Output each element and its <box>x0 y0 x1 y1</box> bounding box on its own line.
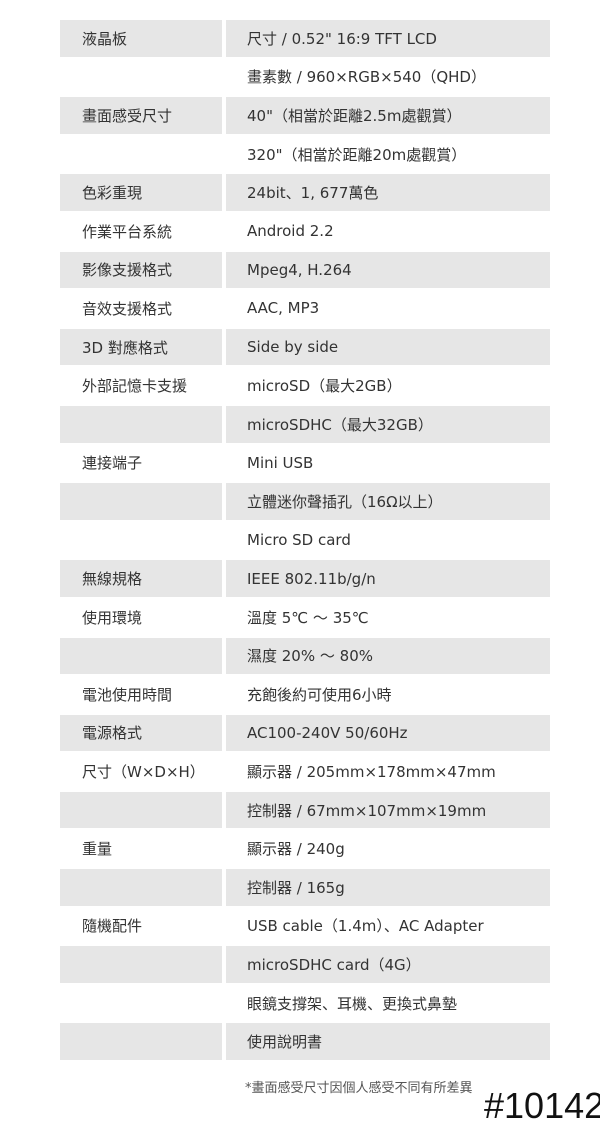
table-row: 重量 顯示器 / 240g <box>60 830 550 867</box>
spec-value: 立體迷你聲插孔（16Ω以上） <box>226 483 550 520</box>
table-row: 3D 對應格式 Side by side <box>60 328 550 366</box>
table-row: 控制器 / 67mm×107mm×19mm <box>60 791 550 829</box>
spec-label: 色彩重現 <box>60 174 222 211</box>
spec-value: 濕度 20% ～ 80% <box>226 637 550 675</box>
spec-label <box>60 985 222 1022</box>
spec-value: AC100-240V 50/60Hz <box>226 714 550 752</box>
spec-value: Mini USB <box>247 453 314 472</box>
spec-value: AAC, MP3 <box>247 299 320 318</box>
spec-value: IEEE 802.11b/g/n <box>226 560 550 597</box>
table-row: Micro SD card <box>60 522 550 559</box>
table-row: 立體迷你聲插孔（16Ω以上） <box>60 483 550 520</box>
spec-value: microSD（最大2GB） <box>247 377 402 396</box>
spec-value: 顯示器 / 205mm×178mm×47mm <box>247 763 496 782</box>
spec-label <box>60 791 222 829</box>
table-row: microSDHC（最大32GB） <box>60 405 550 443</box>
spec-value: 溫度 5℃ ～ 35℃ <box>247 608 369 627</box>
spec-value: 眼鏡支撐架、耳機、更換式鼻墊 <box>247 994 458 1013</box>
table-row: 外部記憶卡支援 microSD（最大2GB） <box>60 367 550 404</box>
table-row: 電源格式 AC100-240V 50/60Hz <box>60 714 550 752</box>
spec-value: USB cable（1.4m）、AC Adapter <box>247 917 484 936</box>
spec-label <box>60 1023 222 1061</box>
spec-label <box>60 405 222 443</box>
spec-value: Mpeg4, H.264 <box>226 251 550 289</box>
spec-label: 影像支援格式 <box>60 251 222 289</box>
spec-label <box>60 946 222 983</box>
spec-label <box>60 522 222 559</box>
spec-label <box>60 637 222 675</box>
table-row: 控制器 / 165g <box>60 869 550 906</box>
spec-value: 尺寸 / 0.52" 16:9 TFT LCD <box>226 20 550 57</box>
spec-label: 電池使用時間 <box>82 685 173 704</box>
spec-label: 使用環境 <box>82 608 143 627</box>
spec-value: 充飽後約可使用6小時 <box>247 685 392 704</box>
table-row: 色彩重現 24bit、1, 677萬色 <box>60 174 550 211</box>
spec-label <box>60 869 222 906</box>
table-row: 320"（相當於距離20m處觀賞） <box>60 136 550 173</box>
table-row: 使用說明書 <box>60 1023 550 1061</box>
spec-value: microSDHC（最大32GB） <box>226 405 550 443</box>
spec-label: 3D 對應格式 <box>60 328 222 366</box>
spec-label: 連接端子 <box>82 454 143 473</box>
spec-label: 外部記憶卡支援 <box>82 377 188 396</box>
table-row: 使用環境 溫度 5℃ ～ 35℃ <box>60 599 550 636</box>
spec-label: 畫面感受尺寸 <box>60 97 222 134</box>
spec-label: 音效支援格式 <box>82 299 173 318</box>
spec-value: 畫素數 / 960×RGB×540（QHD） <box>247 68 486 87</box>
table-row: 電池使用時間 充飽後約可使用6小時 <box>60 676 550 713</box>
spec-value: 控制器 / 67mm×107mm×19mm <box>226 791 550 829</box>
spec-value: 控制器 / 165g <box>226 869 550 906</box>
table-row: microSDHC card（4G） <box>60 946 550 983</box>
table-row: 作業平台系統 Android 2.2 <box>60 213 550 250</box>
table-row: 無線規格 IEEE 802.11b/g/n <box>60 560 550 597</box>
table-row: 液晶板 尺寸 / 0.52" 16:9 TFT LCD <box>60 20 550 57</box>
spec-value: 320"（相當於距離20m處觀賞） <box>247 145 467 164</box>
table-row: 隨機配件 USB cable（1.4m）、AC Adapter <box>60 908 550 945</box>
table-row: 尺寸（W×D×H） 顯示器 / 205mm×178mm×47mm <box>60 753 550 790</box>
table-row: 畫素數 / 960×RGB×540（QHD） <box>60 59 550 96</box>
spec-label: 隨機配件 <box>82 917 143 936</box>
table-row: 連接端子 Mini USB <box>60 445 550 482</box>
spec-label: 尺寸（W×D×H） <box>82 763 205 782</box>
spec-value: 40"（相當於距離2.5m處觀賞） <box>226 97 550 134</box>
spec-value: microSDHC card（4G） <box>226 946 550 983</box>
table-row: 眼鏡支撐架、耳機、更換式鼻墊 <box>60 985 550 1022</box>
spec-label <box>60 483 222 520</box>
spec-label <box>60 136 222 173</box>
spec-table: 液晶板 尺寸 / 0.52" 16:9 TFT LCD 畫素數 / 960×RGB×… <box>60 20 550 1062</box>
table-row: 音效支援格式 AAC, MP3 <box>60 290 550 327</box>
spec-value: Android 2.2 <box>247 222 334 241</box>
spec-value: 使用說明書 <box>226 1023 550 1061</box>
spec-label: 液晶板 <box>60 20 222 57</box>
table-row: 影像支援格式 Mpeg4, H.264 <box>60 251 550 289</box>
spec-label: 重量 <box>82 840 113 859</box>
table-row: 畫面感受尺寸 40"（相當於距離2.5m處觀賞） <box>60 97 550 134</box>
spec-label: 無線規格 <box>60 560 222 597</box>
table-row: 濕度 20% ～ 80% <box>60 637 550 675</box>
spec-label: 作業平台系統 <box>82 222 173 241</box>
spec-label: 電源格式 <box>60 714 222 752</box>
spec-value: Side by side <box>226 328 550 366</box>
spec-value: 顯示器 / 240g <box>247 840 345 859</box>
spec-value: 24bit、1, 677萬色 <box>226 174 550 211</box>
spec-label <box>60 59 222 96</box>
footnote: *畫面感受尺寸因個人感受不同有所差異 <box>245 1081 473 1096</box>
watermark-number: #10142 <box>484 1085 600 1126</box>
spec-value: Micro SD card <box>247 531 351 550</box>
